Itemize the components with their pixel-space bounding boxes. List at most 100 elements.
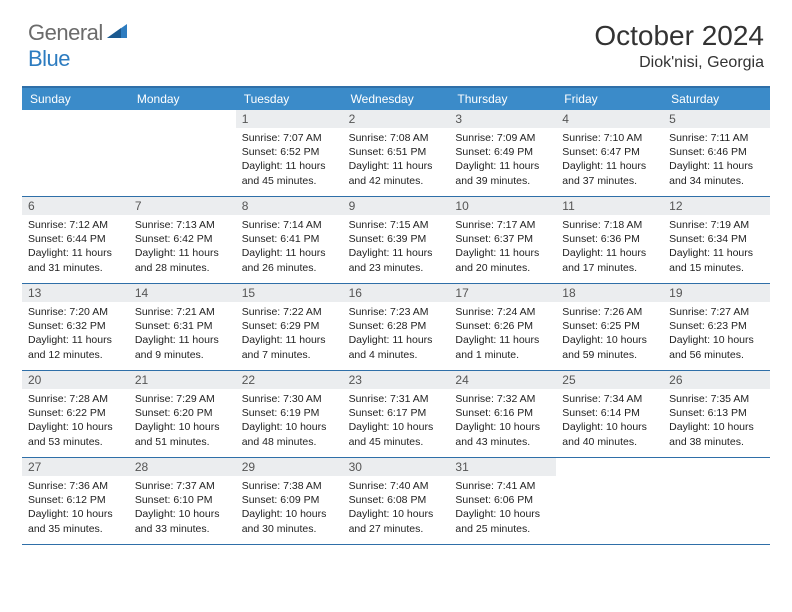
day-body: Sunrise: 7:17 AMSunset: 6:37 PMDaylight:… <box>449 215 556 279</box>
daylight-text-2: and 28 minutes. <box>135 261 230 275</box>
day-cell: 29Sunrise: 7:38 AMSunset: 6:09 PMDayligh… <box>236 458 343 544</box>
header: General October 2024 Diok'nisi, Georgia <box>0 0 792 80</box>
day-body: Sunrise: 7:29 AMSunset: 6:20 PMDaylight:… <box>129 389 236 453</box>
day-cell: 31Sunrise: 7:41 AMSunset: 6:06 PMDayligh… <box>449 458 556 544</box>
daylight-text-2: and 20 minutes. <box>455 261 550 275</box>
sunrise-text: Sunrise: 7:17 AM <box>455 218 550 232</box>
day-body: Sunrise: 7:34 AMSunset: 6:14 PMDaylight:… <box>556 389 663 453</box>
dow-row: Sunday Monday Tuesday Wednesday Thursday… <box>22 88 770 110</box>
day-body: Sunrise: 7:38 AMSunset: 6:09 PMDaylight:… <box>236 476 343 540</box>
sunset-text: Sunset: 6:10 PM <box>135 493 230 507</box>
day-number: 13 <box>22 284 129 302</box>
sunrise-text: Sunrise: 7:35 AM <box>669 392 764 406</box>
daylight-text-2: and 42 minutes. <box>349 174 444 188</box>
sunrise-text: Sunrise: 7:27 AM <box>669 305 764 319</box>
day-body: Sunrise: 7:10 AMSunset: 6:47 PMDaylight:… <box>556 128 663 192</box>
day-body: Sunrise: 7:12 AMSunset: 6:44 PMDaylight:… <box>22 215 129 279</box>
sunset-text: Sunset: 6:41 PM <box>242 232 337 246</box>
daylight-text-1: Daylight: 11 hours <box>455 333 550 347</box>
sunrise-text: Sunrise: 7:23 AM <box>349 305 444 319</box>
week-row: 27Sunrise: 7:36 AMSunset: 6:12 PMDayligh… <box>22 458 770 545</box>
sunset-text: Sunset: 6:25 PM <box>562 319 657 333</box>
day-cell: 9Sunrise: 7:15 AMSunset: 6:39 PMDaylight… <box>343 197 450 283</box>
sunset-text: Sunset: 6:52 PM <box>242 145 337 159</box>
day-number: 3 <box>449 110 556 128</box>
sunset-text: Sunset: 6:13 PM <box>669 406 764 420</box>
day-cell: 8Sunrise: 7:14 AMSunset: 6:41 PMDaylight… <box>236 197 343 283</box>
daylight-text-2: and 59 minutes. <box>562 348 657 362</box>
daylight-text-1: Daylight: 10 hours <box>349 420 444 434</box>
daylight-text-1: Daylight: 10 hours <box>242 507 337 521</box>
day-cell <box>22 110 129 196</box>
daylight-text-1: Daylight: 11 hours <box>135 246 230 260</box>
daylight-text-2: and 4 minutes. <box>349 348 444 362</box>
day-body: Sunrise: 7:11 AMSunset: 6:46 PMDaylight:… <box>663 128 770 192</box>
day-body: Sunrise: 7:22 AMSunset: 6:29 PMDaylight:… <box>236 302 343 366</box>
daylight-text-2: and 33 minutes. <box>135 522 230 536</box>
day-body: Sunrise: 7:18 AMSunset: 6:36 PMDaylight:… <box>556 215 663 279</box>
sunset-text: Sunset: 6:28 PM <box>349 319 444 333</box>
daylight-text-2: and 56 minutes. <box>669 348 764 362</box>
logo-text-blue: Blue <box>28 46 70 71</box>
dow-thu: Thursday <box>449 88 556 110</box>
sunrise-text: Sunrise: 7:30 AM <box>242 392 337 406</box>
sunset-text: Sunset: 6:37 PM <box>455 232 550 246</box>
day-number: 12 <box>663 197 770 215</box>
sunrise-text: Sunrise: 7:13 AM <box>135 218 230 232</box>
daylight-text-1: Daylight: 11 hours <box>562 246 657 260</box>
daylight-text-2: and 37 minutes. <box>562 174 657 188</box>
day-body: Sunrise: 7:41 AMSunset: 6:06 PMDaylight:… <box>449 476 556 540</box>
day-body: Sunrise: 7:15 AMSunset: 6:39 PMDaylight:… <box>343 215 450 279</box>
day-cell: 10Sunrise: 7:17 AMSunset: 6:37 PMDayligh… <box>449 197 556 283</box>
sunset-text: Sunset: 6:51 PM <box>349 145 444 159</box>
day-number: 1 <box>236 110 343 128</box>
day-number: 7 <box>129 197 236 215</box>
sunset-text: Sunset: 6:06 PM <box>455 493 550 507</box>
sunrise-text: Sunrise: 7:11 AM <box>669 131 764 145</box>
sunrise-text: Sunrise: 7:08 AM <box>349 131 444 145</box>
location: Diok'nisi, Georgia <box>594 54 764 72</box>
daylight-text-1: Daylight: 11 hours <box>28 246 123 260</box>
sunrise-text: Sunrise: 7:29 AM <box>135 392 230 406</box>
day-number: 18 <box>556 284 663 302</box>
logo-triangle-icon <box>107 22 129 45</box>
day-cell: 11Sunrise: 7:18 AMSunset: 6:36 PMDayligh… <box>556 197 663 283</box>
sunset-text: Sunset: 6:20 PM <box>135 406 230 420</box>
sunrise-text: Sunrise: 7:37 AM <box>135 479 230 493</box>
sunset-text: Sunset: 6:26 PM <box>455 319 550 333</box>
day-body: Sunrise: 7:08 AMSunset: 6:51 PMDaylight:… <box>343 128 450 192</box>
daylight-text-2: and 43 minutes. <box>455 435 550 449</box>
day-body: Sunrise: 7:20 AMSunset: 6:32 PMDaylight:… <box>22 302 129 366</box>
day-body: Sunrise: 7:26 AMSunset: 6:25 PMDaylight:… <box>556 302 663 366</box>
sunrise-text: Sunrise: 7:24 AM <box>455 305 550 319</box>
day-cell: 27Sunrise: 7:36 AMSunset: 6:12 PMDayligh… <box>22 458 129 544</box>
day-cell: 16Sunrise: 7:23 AMSunset: 6:28 PMDayligh… <box>343 284 450 370</box>
sunset-text: Sunset: 6:32 PM <box>28 319 123 333</box>
daylight-text-2: and 45 minutes. <box>242 174 337 188</box>
dow-fri: Friday <box>556 88 663 110</box>
daylight-text-2: and 38 minutes. <box>669 435 764 449</box>
week-row: 20Sunrise: 7:28 AMSunset: 6:22 PMDayligh… <box>22 371 770 458</box>
sunset-text: Sunset: 6:31 PM <box>135 319 230 333</box>
day-number: 22 <box>236 371 343 389</box>
day-body: Sunrise: 7:24 AMSunset: 6:26 PMDaylight:… <box>449 302 556 366</box>
day-cell: 30Sunrise: 7:40 AMSunset: 6:08 PMDayligh… <box>343 458 450 544</box>
daylight-text-1: Daylight: 11 hours <box>242 159 337 173</box>
day-number: 8 <box>236 197 343 215</box>
daylight-text-1: Daylight: 11 hours <box>242 333 337 347</box>
daylight-text-2: and 35 minutes. <box>28 522 123 536</box>
day-cell <box>556 458 663 544</box>
weeks-container: 1Sunrise: 7:07 AMSunset: 6:52 PMDaylight… <box>22 110 770 545</box>
day-body: Sunrise: 7:35 AMSunset: 6:13 PMDaylight:… <box>663 389 770 453</box>
sunrise-text: Sunrise: 7:41 AM <box>455 479 550 493</box>
daylight-text-2: and 30 minutes. <box>242 522 337 536</box>
day-body: Sunrise: 7:37 AMSunset: 6:10 PMDaylight:… <box>129 476 236 540</box>
daylight-text-1: Daylight: 11 hours <box>349 159 444 173</box>
sunrise-text: Sunrise: 7:31 AM <box>349 392 444 406</box>
dow-sat: Saturday <box>663 88 770 110</box>
day-cell: 17Sunrise: 7:24 AMSunset: 6:26 PMDayligh… <box>449 284 556 370</box>
daylight-text-2: and 26 minutes. <box>242 261 337 275</box>
day-number: 19 <box>663 284 770 302</box>
daylight-text-1: Daylight: 11 hours <box>455 159 550 173</box>
title-block: October 2024 Diok'nisi, Georgia <box>594 20 764 72</box>
